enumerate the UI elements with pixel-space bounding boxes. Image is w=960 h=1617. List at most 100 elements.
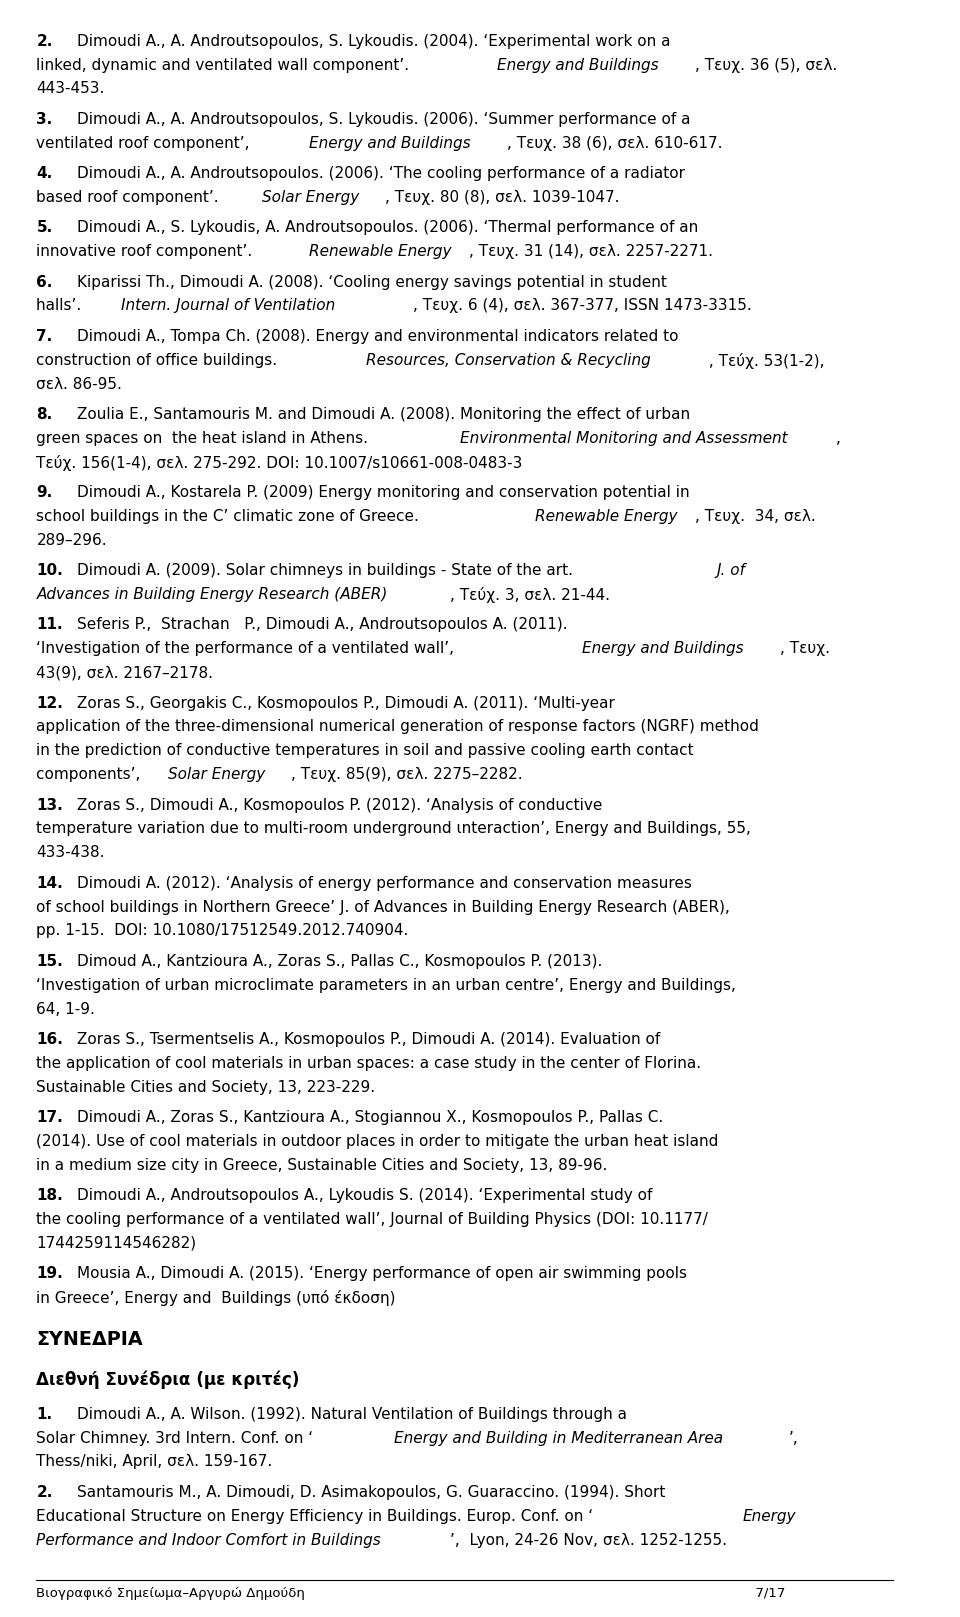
Text: 12.: 12. bbox=[36, 695, 63, 710]
Text: Dimoudi A., Tompa Ch. (2008). Energy and environmental indicators related to: Dimoudi A., Tompa Ch. (2008). Energy and… bbox=[77, 328, 679, 344]
Text: ‘Investigation of the performance of a ventilated wall’,: ‘Investigation of the performance of a v… bbox=[36, 642, 459, 657]
Text: 289–296.: 289–296. bbox=[36, 532, 108, 548]
Text: 10.: 10. bbox=[36, 563, 63, 579]
Text: Kiparissi Th., Dimoudi A. (2008). ‘Cooling energy savings potential in student: Kiparissi Th., Dimoudi A. (2008). ‘Cooli… bbox=[77, 275, 667, 289]
Text: 43(9), σελ. 2167–2178.: 43(9), σελ. 2167–2178. bbox=[36, 665, 213, 681]
Text: Zoras S., Tsermentselis A., Kosmopoulos P., Dimoudi A. (2014). Evaluation of: Zoras S., Tsermentselis A., Kosmopoulos … bbox=[77, 1032, 660, 1046]
Text: based roof component’.: based roof component’. bbox=[36, 189, 224, 205]
Text: Dimoudi A., A. Androutsopoulos. (2006). ‘The cooling performance of a radiator: Dimoudi A., A. Androutsopoulos. (2006). … bbox=[77, 167, 685, 181]
Text: 2.: 2. bbox=[36, 1484, 53, 1501]
Text: 9.: 9. bbox=[36, 485, 53, 500]
Text: Mousia A., Dimoudi A. (2015). ‘Energy performance of open air swimming pools: Mousia A., Dimoudi A. (2015). ‘Energy pe… bbox=[77, 1266, 687, 1281]
Text: 18.: 18. bbox=[36, 1188, 63, 1203]
Text: J. of: J. of bbox=[717, 563, 746, 579]
Text: Solar Energy: Solar Energy bbox=[168, 766, 266, 783]
Text: Renewable Energy: Renewable Energy bbox=[309, 244, 452, 259]
Text: application of the three-dimensional numerical generation of response factors (N: application of the three-dimensional num… bbox=[36, 720, 759, 734]
Text: Dimoudi A. (2012). ‘Analysis of energy performance and conservation measures: Dimoudi A. (2012). ‘Analysis of energy p… bbox=[77, 876, 692, 891]
Text: 7.: 7. bbox=[36, 328, 53, 344]
Text: , Τευχ. 6 (4), σελ. 367-377, ISSN 1473-3315.: , Τευχ. 6 (4), σελ. 367-377, ISSN 1473-3… bbox=[413, 299, 752, 314]
Text: , Τεύχ. 3, σελ. 21-44.: , Τεύχ. 3, σελ. 21-44. bbox=[450, 587, 611, 603]
Text: σελ. 86-95.: σελ. 86-95. bbox=[36, 377, 122, 391]
Text: Zoulia E., Santamouris M. and Dimoudi A. (2008). Monitoring the effect of urban: Zoulia E., Santamouris M. and Dimoudi A.… bbox=[77, 407, 690, 422]
Text: 15.: 15. bbox=[36, 954, 63, 969]
Text: , Τευχ. 80 (8), σελ. 1039-1047.: , Τευχ. 80 (8), σελ. 1039-1047. bbox=[385, 189, 619, 205]
Text: Sustainable Cities and Society, 13, 223-229.: Sustainable Cities and Society, 13, 223-… bbox=[36, 1080, 375, 1095]
Text: Advances in Building Energy Research (ABER): Advances in Building Energy Research (AB… bbox=[36, 587, 388, 602]
Text: Διεθνή Συνέδρια (με κριτές): Διεθνή Συνέδρια (με κριτές) bbox=[36, 1371, 300, 1389]
Text: in a medium size city in Greece, Sustainable Cities and Society, 13, 89-96.: in a medium size city in Greece, Sustain… bbox=[36, 1158, 608, 1172]
Text: Energy and Buildings: Energy and Buildings bbox=[497, 58, 660, 73]
Text: , Τευχ. 38 (6), σελ. 610-617.: , Τευχ. 38 (6), σελ. 610-617. bbox=[507, 136, 722, 150]
Text: 3.: 3. bbox=[36, 112, 53, 126]
Text: Zoras S., Dimoudi A., Kosmopoulos P. (2012). ‘Analysis of conductive: Zoras S., Dimoudi A., Kosmopoulos P. (20… bbox=[77, 797, 603, 812]
Text: construction of office buildings.: construction of office buildings. bbox=[36, 353, 282, 367]
Text: Zoras S., Georgakis C., Kosmopoulos P., Dimoudi A. (2011). ‘Multi-year: Zoras S., Georgakis C., Kosmopoulos P., … bbox=[77, 695, 615, 710]
Text: Educational Structure on Energy Efficiency in Buildings. Europ. Conf. on ‘: Educational Structure on Energy Efficien… bbox=[36, 1509, 593, 1523]
Text: 443-453.: 443-453. bbox=[36, 81, 105, 97]
Text: (2014). Use of cool materials in outdoor places in order to mitigate the urban h: (2014). Use of cool materials in outdoor… bbox=[36, 1134, 719, 1150]
Text: Performance and Indoor Comfort in Buildings: Performance and Indoor Comfort in Buildi… bbox=[36, 1533, 381, 1547]
Text: school buildings in the C’ climatic zone of Greece.: school buildings in the C’ climatic zone… bbox=[36, 509, 424, 524]
Text: ‘Investigation of urban microclimate parameters in an urban centre’, Energy and : ‘Investigation of urban microclimate par… bbox=[36, 978, 736, 993]
Text: Thess/niki, April, σελ. 159-167.: Thess/niki, April, σελ. 159-167. bbox=[36, 1454, 273, 1470]
Text: ’,: ’, bbox=[789, 1431, 799, 1446]
Text: Dimoudi A. (2009). Solar chimneys in buildings - State of the art.: Dimoudi A. (2009). Solar chimneys in bui… bbox=[77, 563, 578, 579]
Text: 4.: 4. bbox=[36, 167, 53, 181]
Text: 5.: 5. bbox=[36, 220, 53, 236]
Text: 13.: 13. bbox=[36, 797, 63, 812]
Text: Solar Chimney. 3rd Intern. Conf. on ‘: Solar Chimney. 3rd Intern. Conf. on ‘ bbox=[36, 1431, 314, 1446]
Text: Dimoudi A., Androutsopoulos A., Lykoudis S. (2014). ‘Experimental study of: Dimoudi A., Androutsopoulos A., Lykoudis… bbox=[77, 1188, 653, 1203]
Text: Energy: Energy bbox=[742, 1509, 796, 1523]
Text: components’,: components’, bbox=[36, 766, 146, 783]
Text: 19.: 19. bbox=[36, 1266, 63, 1281]
Text: 16.: 16. bbox=[36, 1032, 63, 1046]
Text: , Τευχ.: , Τευχ. bbox=[780, 642, 829, 657]
Text: Solar Energy: Solar Energy bbox=[262, 189, 360, 205]
Text: Energy and Building in Mediterranean Area: Energy and Building in Mediterranean Are… bbox=[394, 1431, 723, 1446]
Text: , Τευχ. 85(9), σελ. 2275–2282.: , Τευχ. 85(9), σελ. 2275–2282. bbox=[291, 766, 522, 783]
Text: Dimoudi A., Zoras S., Kantzioura A., Stogiannou X., Kosmopoulos P., Pallas C.: Dimoudi A., Zoras S., Kantzioura A., Sto… bbox=[77, 1109, 663, 1125]
Text: , Τευχ.  34, σελ.: , Τευχ. 34, σελ. bbox=[695, 509, 816, 524]
Text: Dimoudi A., A. Wilson. (1992). Natural Ventilation of Buildings through a: Dimoudi A., A. Wilson. (1992). Natural V… bbox=[77, 1407, 627, 1421]
Text: in Greece’, Energy and  Buildings (υπό έκδοση): in Greece’, Energy and Buildings (υπό έκ… bbox=[36, 1290, 396, 1307]
Text: Seferis P.,  Strachan   P., Dimoudi A., Androutsopoulos A. (2011).: Seferis P., Strachan P., Dimoudi A., And… bbox=[77, 618, 567, 632]
Text: Environmental Monitoring and Assessment: Environmental Monitoring and Assessment bbox=[460, 430, 787, 446]
Text: Dimoud A., Kantzioura A., Zoras S., Pallas C., Kosmopoulos P. (2013).: Dimoud A., Kantzioura A., Zoras S., Pall… bbox=[77, 954, 603, 969]
Text: Energy and Buildings: Energy and Buildings bbox=[309, 136, 471, 150]
Text: ventilated roof component’,: ventilated roof component’, bbox=[36, 136, 254, 150]
Text: ,: , bbox=[836, 430, 841, 446]
Text: Dimoudi A., A. Androutsopoulos, S. Lykoudis. (2006). ‘Summer performance of a: Dimoudi A., A. Androutsopoulos, S. Lykou… bbox=[77, 112, 690, 126]
Text: ’,  Lyon, 24-26 Nov, σελ. 1252-1255.: ’, Lyon, 24-26 Nov, σελ. 1252-1255. bbox=[450, 1533, 728, 1547]
Text: 1.: 1. bbox=[36, 1407, 53, 1421]
Text: Dimoudi A., S. Lykoudis, A. Androutsopoulos. (2006). ‘Thermal performance of an: Dimoudi A., S. Lykoudis, A. Androutsopou… bbox=[77, 220, 698, 236]
Text: pp. 1-15.  DOI: 10.1080/17512549.2012.740904.: pp. 1-15. DOI: 10.1080/17512549.2012.740… bbox=[36, 923, 409, 938]
Text: Santamouris M., A. Dimoudi, D. Asimakopoulos, G. Guaraccino. (1994). Short: Santamouris M., A. Dimoudi, D. Asimakopo… bbox=[77, 1484, 665, 1501]
Text: in the prediction of conductive temperatures in soil and passive cooling earth c: in the prediction of conductive temperat… bbox=[36, 744, 694, 758]
Text: 64, 1-9.: 64, 1-9. bbox=[36, 1001, 95, 1017]
Text: 17.: 17. bbox=[36, 1109, 63, 1125]
Text: the cooling performance of a ventilated wall’, Journal of Building Physics (DOI:: the cooling performance of a ventilated … bbox=[36, 1213, 708, 1227]
Text: ΣΥΝΕΔΡΙΑ: ΣΥΝΕΔΡΙΑ bbox=[36, 1331, 143, 1349]
Text: 6.: 6. bbox=[36, 275, 53, 289]
Text: of school buildings in Northern Greece’ J. of Advances in Building Energy Resear: of school buildings in Northern Greece’ … bbox=[36, 899, 731, 915]
Text: 8.: 8. bbox=[36, 407, 53, 422]
Text: Dimoudi A., Kostarela P. (2009) Energy monitoring and conservation potential in: Dimoudi A., Kostarela P. (2009) Energy m… bbox=[77, 485, 689, 500]
Text: , Τευχ. 31 (14), σελ. 2257-2271.: , Τευχ. 31 (14), σελ. 2257-2271. bbox=[469, 244, 713, 259]
Text: halls’.: halls’. bbox=[36, 299, 86, 314]
Text: linked, dynamic and ventilated wall component’.: linked, dynamic and ventilated wall comp… bbox=[36, 58, 415, 73]
Text: Energy and Buildings: Energy and Buildings bbox=[582, 642, 744, 657]
Text: 1744259114546282): 1744259114546282) bbox=[36, 1235, 197, 1252]
Text: innovative roof component’.: innovative roof component’. bbox=[36, 244, 257, 259]
Text: 2.: 2. bbox=[36, 34, 53, 49]
Text: green spaces on  the heat island in Athens.: green spaces on the heat island in Athen… bbox=[36, 430, 373, 446]
Text: temperature variation due to multi-room underground ιnteraction’, Energy and Bui: temperature variation due to multi-room … bbox=[36, 821, 752, 836]
Text: the application of cool materials in urban spaces: a case study in the center of: the application of cool materials in urb… bbox=[36, 1056, 702, 1070]
Text: 433-438.: 433-438. bbox=[36, 846, 105, 860]
Text: 11.: 11. bbox=[36, 618, 63, 632]
Text: Renewable Energy: Renewable Energy bbox=[535, 509, 678, 524]
Text: , Τεύχ. 53(1-2),: , Τεύχ. 53(1-2), bbox=[705, 353, 825, 369]
Text: Βιογραφικό Σημείωμα–Αργυρώ Δημούδη                                              : Βιογραφικό Σημείωμα–Αργυρώ Δημούδη bbox=[36, 1586, 786, 1599]
Text: Τεύχ. 156(1-4), σελ. 275-292. DOI: 10.1007/s10661-008-0483-3: Τεύχ. 156(1-4), σελ. 275-292. DOI: 10.10… bbox=[36, 454, 523, 471]
Text: Resources, Conservation & Recycling: Resources, Conservation & Recycling bbox=[366, 353, 651, 367]
